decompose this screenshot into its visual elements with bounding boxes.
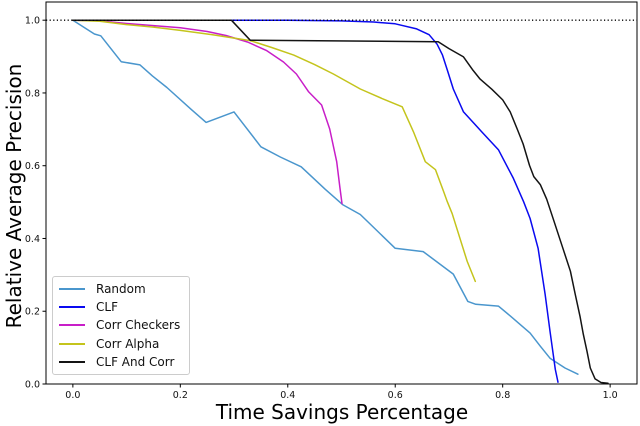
x-tick-label: 0.8 bbox=[495, 390, 510, 401]
series-line-random bbox=[72, 19, 579, 375]
series-line-clf-and-corr bbox=[72, 19, 609, 385]
legend-entry-corr-alpha: Corr Alpha bbox=[53, 337, 189, 351]
legend-label: Corr Checkers bbox=[96, 318, 181, 333]
legend-entry-random: Random bbox=[53, 282, 189, 296]
y-tick-label: 0.4 bbox=[25, 234, 40, 245]
legend-label: CLF bbox=[96, 300, 118, 315]
y-tick-label: 1.0 bbox=[25, 16, 40, 27]
x-tick-label: 0.2 bbox=[173, 390, 188, 401]
x-tick-label: 0.6 bbox=[388, 390, 403, 401]
legend: Random CLF Corr Checkers Corr Alpha CLF And … bbox=[52, 276, 190, 375]
legend-label: Corr Alpha bbox=[96, 336, 160, 351]
legend-swatch bbox=[59, 288, 85, 291]
legend-swatch bbox=[59, 306, 85, 309]
y-tick-label: 0.2 bbox=[25, 307, 40, 318]
legend-label: CLF And Corr bbox=[96, 354, 175, 369]
legend-swatch bbox=[59, 360, 85, 363]
x-tick-label: 0.4 bbox=[280, 390, 295, 401]
y-tick-label: 0.8 bbox=[25, 88, 40, 99]
legend-entry-corr-checkers: Corr Checkers bbox=[53, 318, 189, 332]
series-line-corr-checkers bbox=[72, 19, 343, 205]
legend-swatch bbox=[59, 324, 85, 327]
y-axis-label: Relative Average Precision bbox=[2, 63, 26, 329]
x-tick-label: 1.0 bbox=[603, 390, 618, 401]
plot-spines bbox=[45, 1, 638, 385]
series-line-corr-alpha bbox=[72, 19, 477, 283]
x-tick-label: 0.0 bbox=[65, 390, 80, 401]
y-tick-label: 0.6 bbox=[25, 161, 40, 172]
legend-entry-clf-and-corr: CLF And Corr bbox=[53, 355, 189, 369]
legend-entry-clf: CLF bbox=[53, 300, 189, 314]
legend-swatch bbox=[59, 342, 85, 345]
y-tick-label: 0.0 bbox=[25, 380, 40, 391]
series-line-clf bbox=[72, 19, 559, 383]
legend-label: Random bbox=[96, 282, 146, 297]
x-axis-label: Time Savings Percentage bbox=[215, 400, 469, 424]
